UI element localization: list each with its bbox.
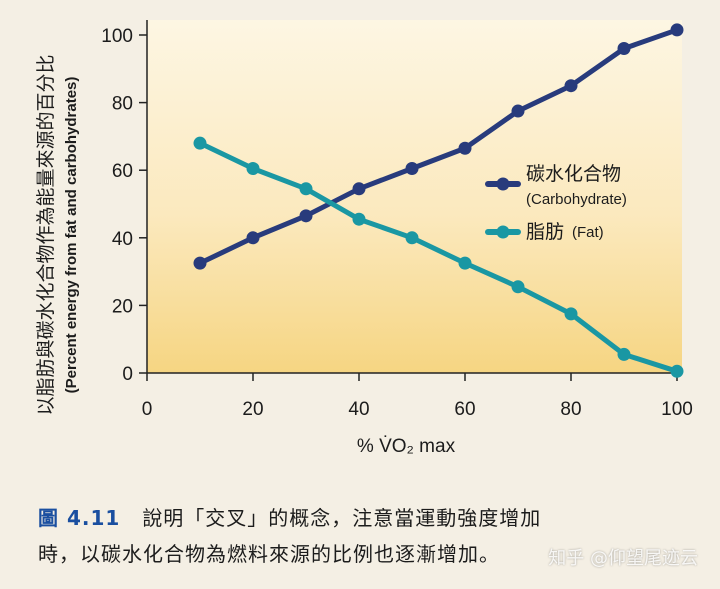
carbohydrate-data-point (458, 141, 472, 155)
carbohydrate-data-point (352, 182, 366, 196)
carbohydrate-data-point (193, 256, 207, 270)
legend-carb-label-en: (Carbohydrate) (526, 191, 627, 208)
carbohydrate-data-point (405, 162, 419, 176)
x-tick-label: 100 (661, 399, 693, 420)
x-tick-label: 60 (454, 399, 475, 420)
fat-data-point (193, 136, 207, 150)
carbohydrate-data-point (511, 104, 525, 118)
carbohydrate-data-point (299, 209, 313, 223)
x-tick-label: 80 (560, 399, 581, 420)
x-axis-title: % V̇O₂ max (357, 436, 456, 457)
carbohydrate-series-line (197, 27, 680, 266)
legend-carb-label: 碳水化合物 (526, 163, 621, 185)
watermark: 知乎 @仰望尾迹云 (548, 548, 698, 569)
carbohydrate-data-point (246, 231, 260, 245)
fat-data-point (299, 182, 313, 196)
chart: 0 20 40 60 80 100 0 20 40 60 80 100 % V̇O₂ max 以脂肪與… (35, 20, 693, 457)
y-tick-label: 0 (122, 364, 133, 385)
caption-line-2: 時，以碳水化合物為燃料來源的比例也逐漸增加。 (38, 542, 500, 566)
legend-fat-marker (496, 225, 510, 239)
carbohydrate-data-point (617, 42, 631, 56)
legend-fat-label: 脂肪 (526, 221, 564, 243)
legend: 碳水化合物 (Carbohydrate) 脂肪 (Fat) (485, 163, 627, 243)
fat-series-line (197, 140, 680, 374)
figure-caption: 圖 4.11 說明「交叉」的概念，注意當運動強度增加 時，以碳水化合物為燃料來源的… (38, 500, 708, 572)
fat-data-point (670, 364, 684, 378)
y-tick-label: 60 (112, 161, 133, 182)
fat-data-point (564, 307, 578, 321)
carbohydrate-data-point (564, 79, 578, 93)
y-axis-title-en: (Percent energy from fat and carbohydrat… (63, 77, 80, 394)
carbohydrate-data-point (670, 23, 684, 37)
y-axis-title-zh: 以脂肪與碳水化合物作為能量來源的百分比 (35, 54, 57, 415)
fat-data-point (405, 231, 419, 245)
y-tick-label: 80 (112, 94, 133, 115)
fat-data-point (511, 280, 525, 294)
fat-data-point (458, 256, 472, 270)
x-tick-label: 40 (348, 399, 369, 420)
x-tick-label: 0 (142, 399, 153, 420)
figure-number: 圖 4.11 (38, 506, 121, 530)
caption-line-1: 說明「交叉」的概念，注意當運動強度增加 (142, 506, 542, 530)
legend-fat-label-en: (Fat) (572, 224, 604, 241)
y-tick-label: 100 (101, 26, 133, 47)
fat-data-point (246, 162, 260, 176)
fat-data-point (617, 347, 631, 361)
y-tick-label: 40 (112, 229, 133, 250)
legend-carb-marker (496, 177, 510, 191)
fat-data-point (352, 212, 366, 226)
y-tick-label: 20 (112, 296, 133, 317)
plot-area (147, 20, 682, 373)
x-tick-label: 20 (242, 399, 263, 420)
